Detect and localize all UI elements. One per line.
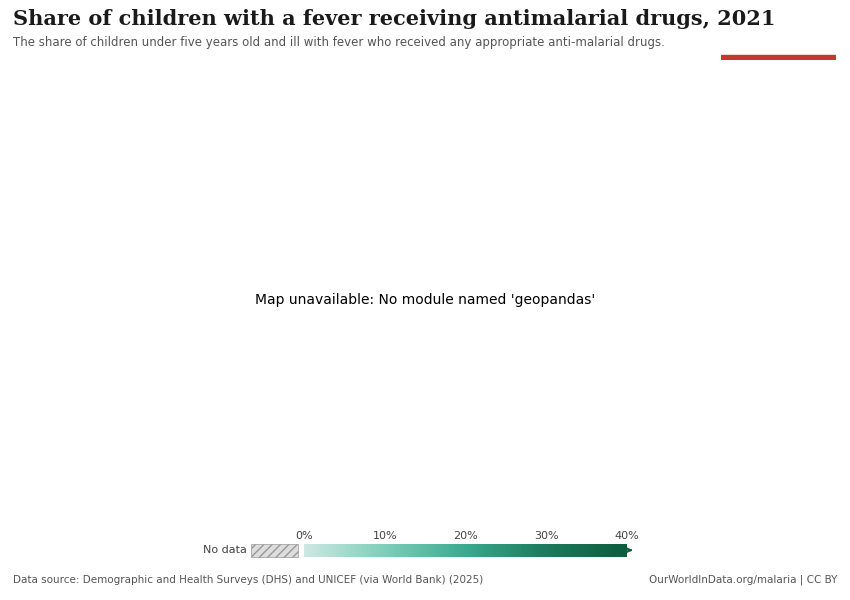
Text: No data: No data xyxy=(202,545,246,555)
Bar xyxy=(721,55,836,60)
Text: Map unavailable: No module named 'geopandas': Map unavailable: No module named 'geopan… xyxy=(255,293,595,307)
Text: 40%: 40% xyxy=(615,530,640,541)
Text: 10%: 10% xyxy=(373,530,397,541)
Text: 20%: 20% xyxy=(453,530,479,541)
Text: Data source: Demographic and Health Surveys (DHS) and UNICEF (via World Bank) (2: Data source: Demographic and Health Surv… xyxy=(13,575,483,585)
Text: 0%: 0% xyxy=(296,530,313,541)
Text: 30%: 30% xyxy=(535,530,558,541)
Text: in Data: in Data xyxy=(756,37,799,46)
Text: Share of children with a fever receiving antimalarial drugs, 2021: Share of children with a fever receiving… xyxy=(13,9,775,29)
Text: The share of children under five years old and ill with fever who received any a: The share of children under five years o… xyxy=(13,36,665,49)
Text: Our World: Our World xyxy=(748,22,808,32)
Text: OurWorldInData.org/malaria | CC BY: OurWorldInData.org/malaria | CC BY xyxy=(649,575,837,585)
